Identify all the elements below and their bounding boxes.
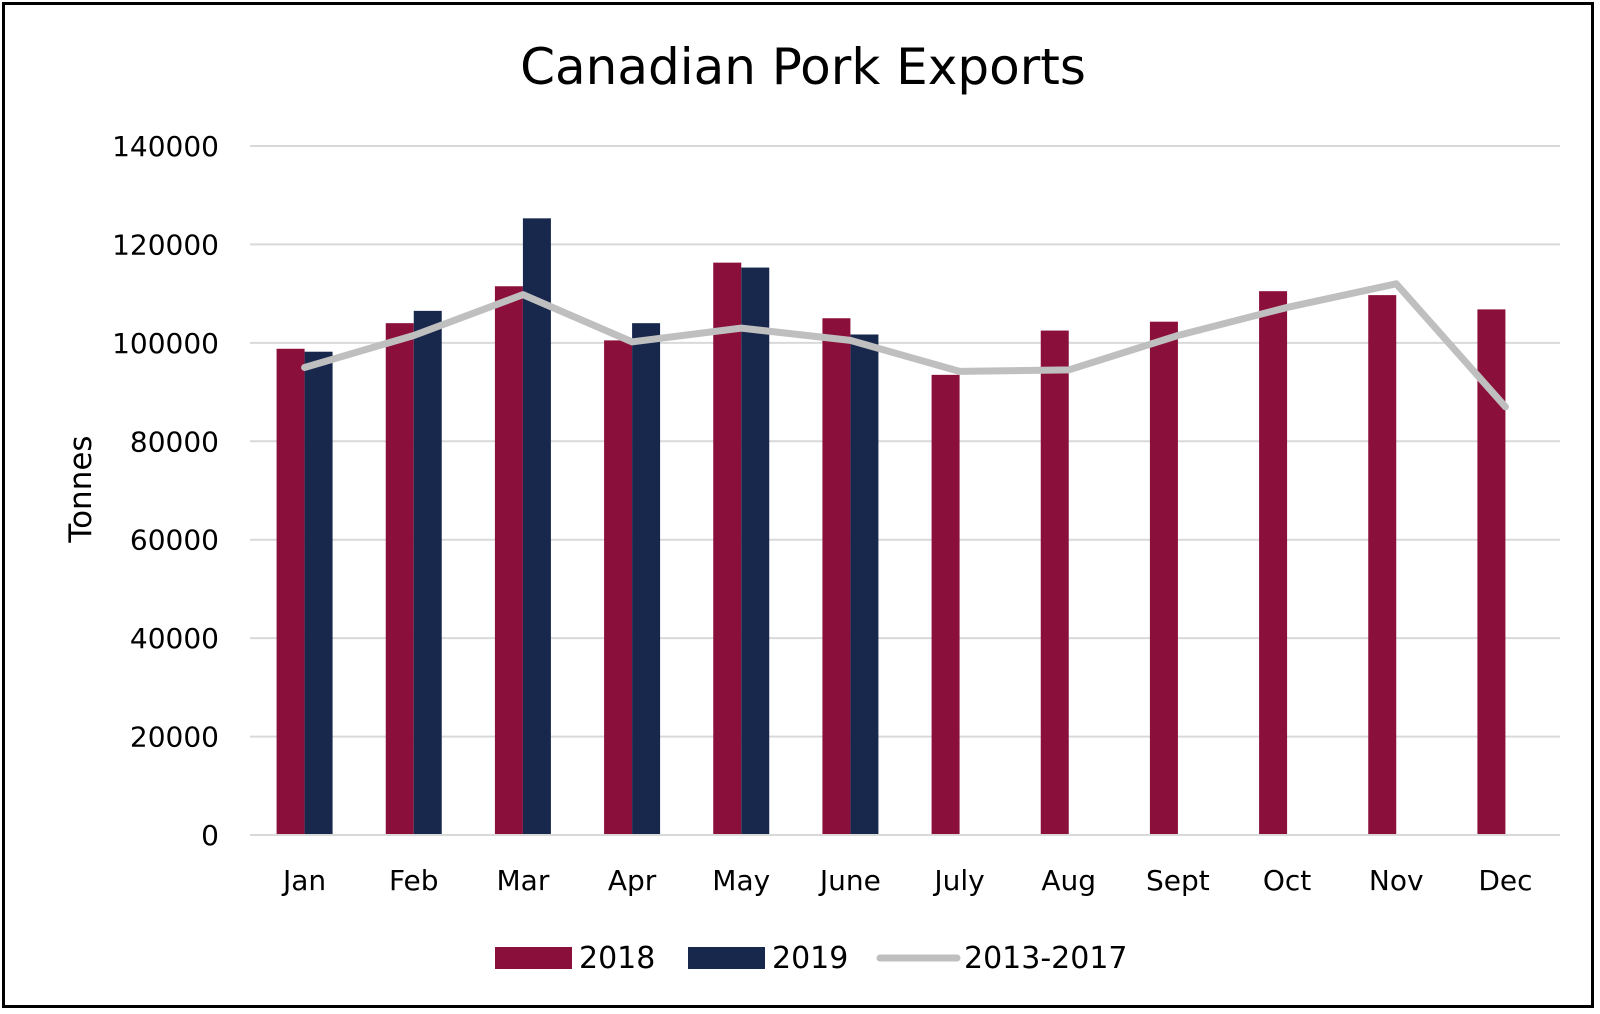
x-tick-label: May [712,864,770,897]
legend: 2018 2019 2013-2017 [495,941,1128,976]
y-axis-ticks: 0 20000 40000 60000 80000 100000 120000 140000 [112,130,219,852]
x-axis-ticks: Jan Feb Mar Apr May June July Aug Sept Oct Nov Dec [281,864,1533,897]
bar-2018-june [822,318,851,835]
x-tick-label: Oct [1263,864,1311,897]
legend-swatch-2019 [688,947,765,969]
bar-2018-mar [494,286,523,835]
legend-label-2013-2017: 2013-2017 [964,941,1128,976]
x-tick-label: Mar [497,864,550,897]
x-tick-label: July [932,864,984,897]
bar-2019-mar [522,218,551,836]
bars [276,218,1506,836]
x-tick-label: Jan [281,864,326,897]
bar-2018-oct [1259,291,1288,835]
bar-2018-sept [1149,321,1178,835]
x-tick-label: Feb [389,864,439,897]
x-tick-label: Nov [1369,864,1424,897]
x-tick-label: Sept [1146,864,1210,897]
bar-2018-feb [385,323,414,835]
bar-2018-may [713,262,742,836]
y-tick-label: 100000 [112,327,219,360]
x-tick-label: Dec [1478,864,1532,897]
y-tick-label: 80000 [130,425,219,458]
bar-2019-may [741,267,770,835]
chart-canvas: Canadian Pork Exports 0 20000 40000 60000 80… [63,38,1560,976]
y-tick-label: 0 [201,819,219,852]
bar-2018-jan [276,348,305,835]
average-line [301,280,1509,411]
line-2013-2017 [301,280,1509,411]
y-tick-label: 120000 [112,228,219,261]
bar-2019-feb [413,310,442,835]
y-tick-label: 60000 [130,524,219,557]
chart-title: Canadian Pork Exports [520,38,1086,96]
bar-2019-jan [304,351,333,835]
bar-2018-aug [1040,330,1069,835]
legend-label-2019: 2019 [772,941,848,976]
bar-2018-nov [1368,295,1397,836]
bar-2019-apr [632,323,661,835]
legend-label-2018: 2018 [579,941,655,976]
y-axis-title: Tonnes [63,435,99,543]
bar-2018-apr [604,340,633,835]
x-tick-label: June [818,864,881,897]
bar-2019-june [850,334,879,835]
y-tick-label: 20000 [130,721,219,754]
legend-swatch-2018 [495,947,572,969]
x-tick-label: Aug [1041,864,1096,897]
y-tick-label: 140000 [112,130,219,163]
x-tick-label: Apr [608,864,657,897]
gridlines [250,145,1560,738]
y-tick-label: 40000 [130,622,219,655]
bar-2018-july [931,374,960,835]
